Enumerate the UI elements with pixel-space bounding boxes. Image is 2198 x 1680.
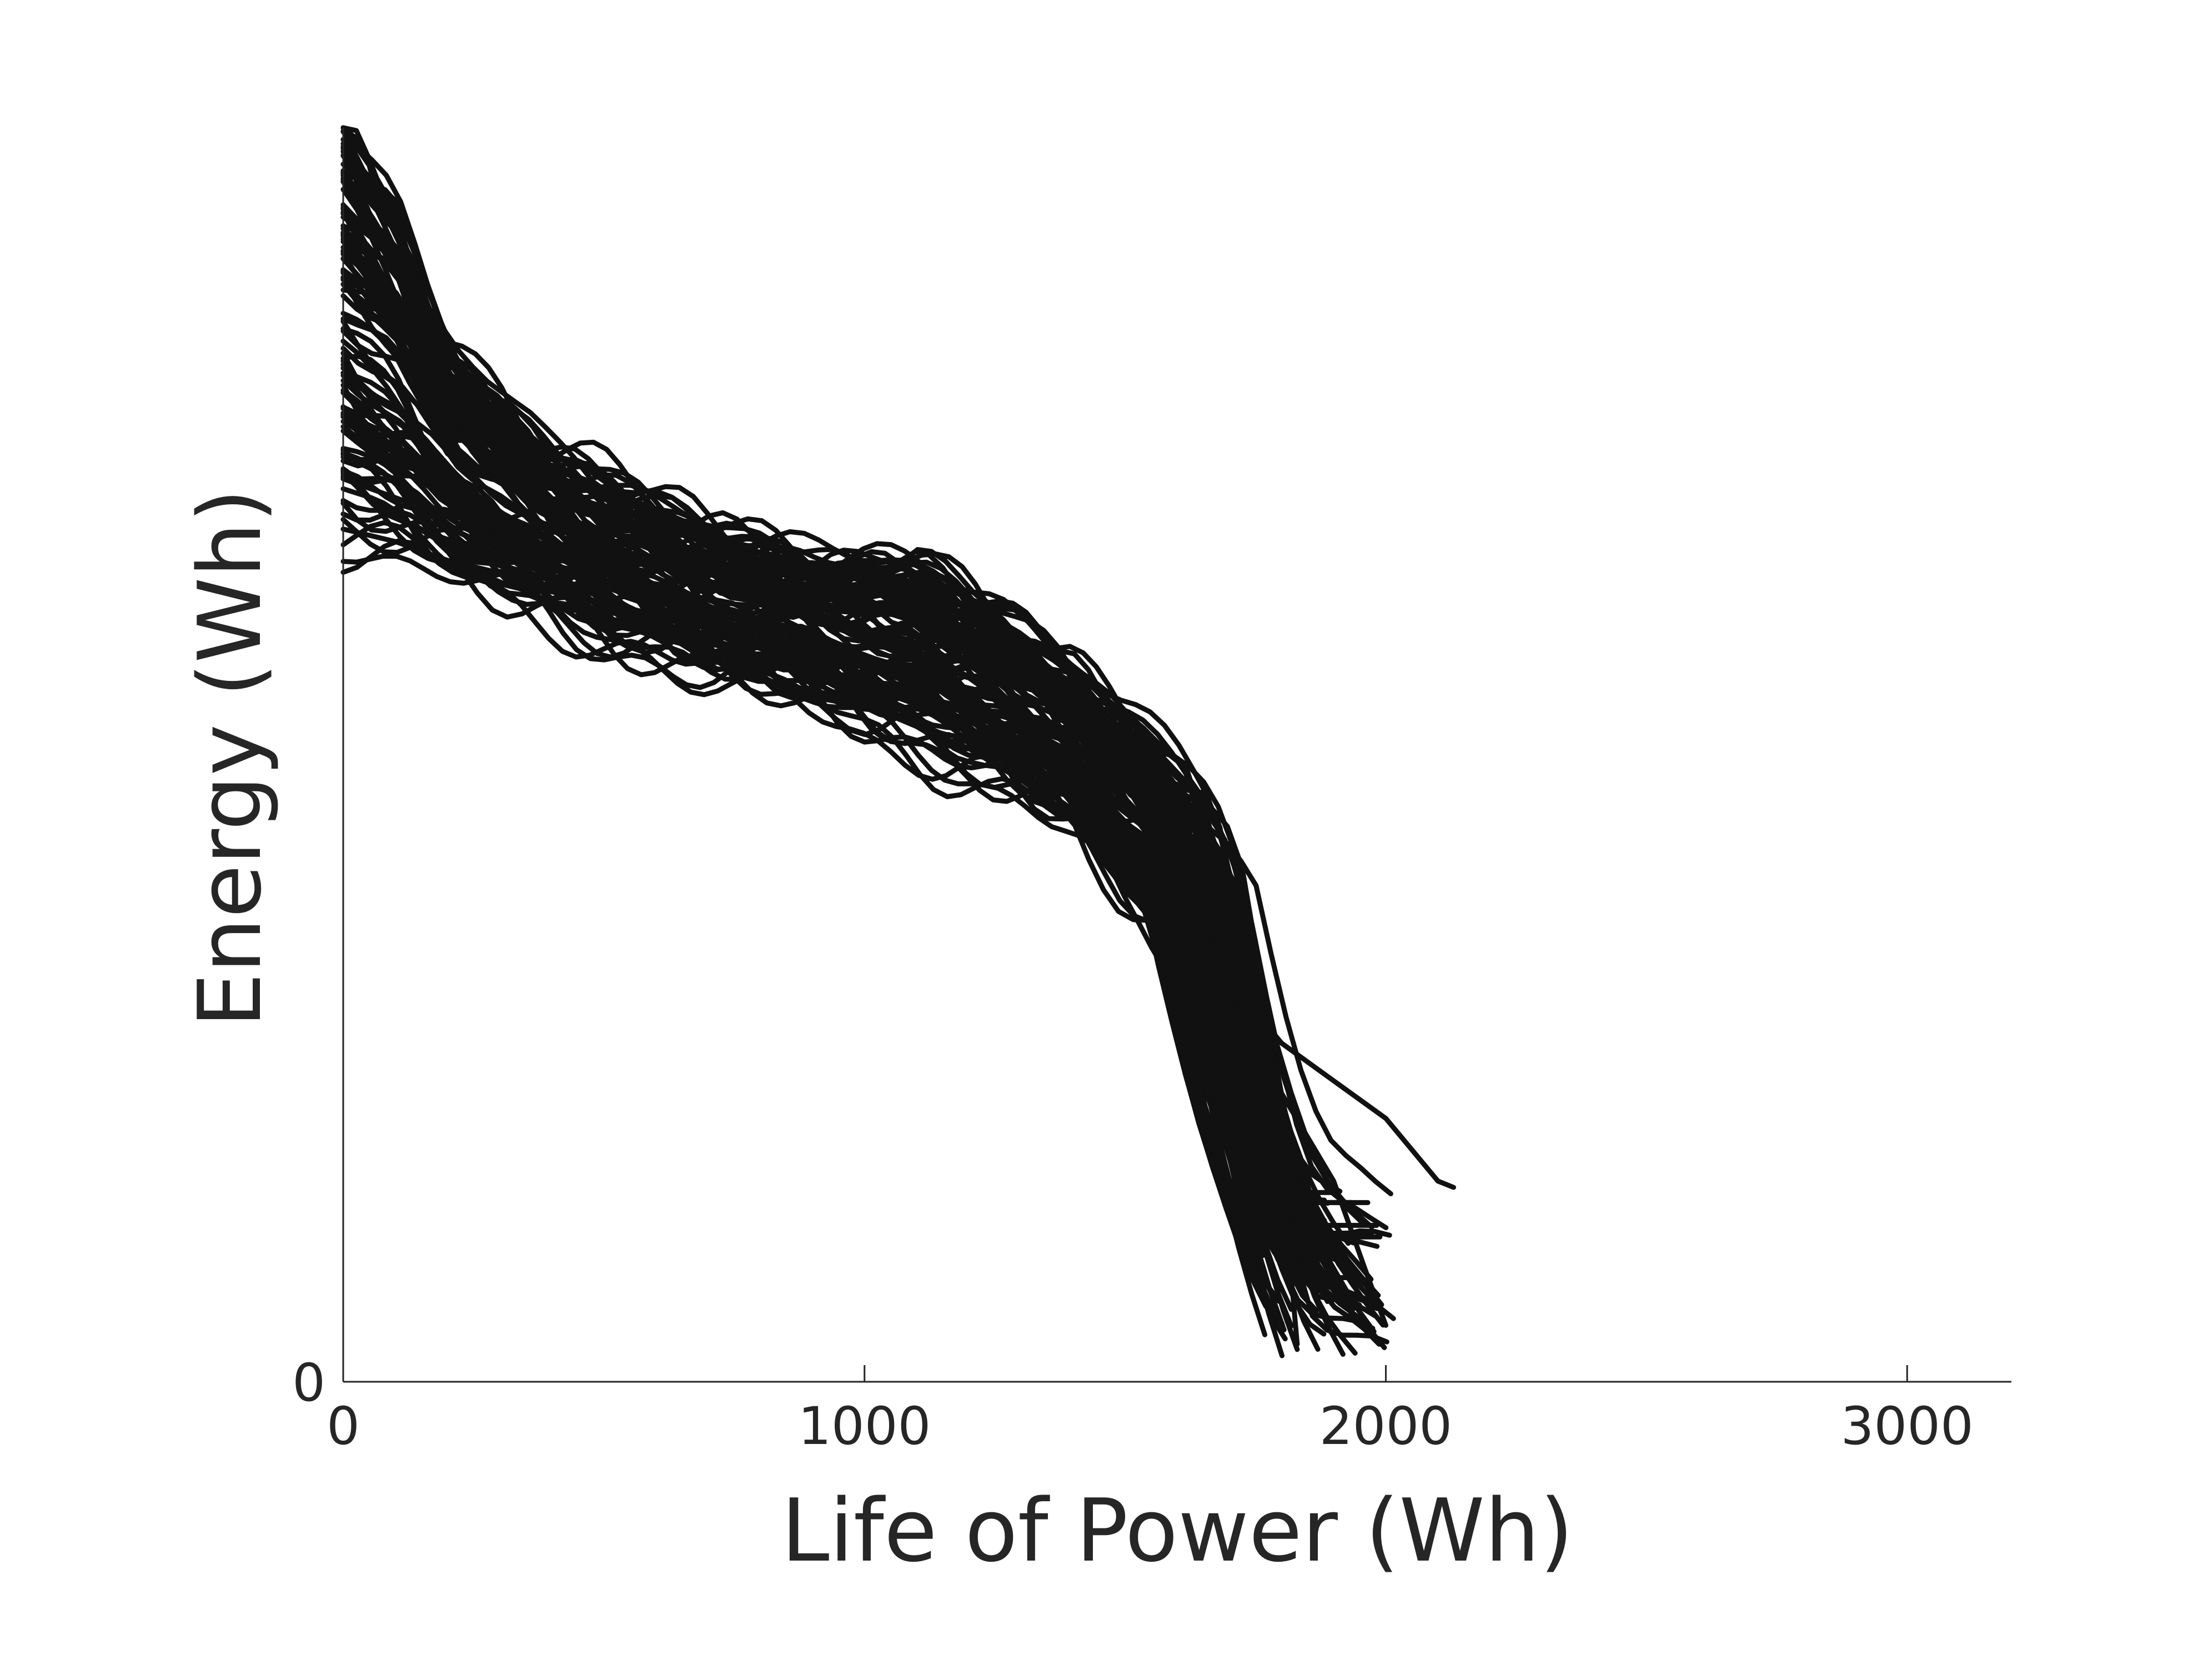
x-axis-title: Life of Power (Wh) [781, 1480, 1574, 1581]
series-line [340, 162, 1271, 1242]
y-tick-label: 0 [292, 1353, 325, 1413]
series-line [340, 319, 1286, 1193]
y-axis-title: Energy (Wh) [179, 489, 280, 1028]
series-line [340, 470, 1334, 1285]
series-line [340, 520, 1305, 1275]
x-tick-label: 0 [327, 1396, 360, 1457]
series-lines [340, 125, 1456, 1358]
x-tick-label: 1000 [798, 1396, 931, 1457]
series-line [340, 230, 1361, 1325]
series-line [340, 125, 1300, 1347]
x-tick-label: 3000 [1841, 1396, 1974, 1457]
series-line [340, 204, 1294, 1329]
series-line [340, 476, 1388, 1328]
series-line [340, 486, 1288, 1342]
series-line [340, 326, 1319, 1313]
series-line [340, 370, 1321, 1217]
series-line [340, 187, 1307, 1278]
x-tick-label: 2000 [1319, 1396, 1452, 1457]
axis-ticks: 0 1000 2000 3000 0 [292, 1353, 1974, 1457]
series-line [340, 170, 1330, 1304]
series-line [340, 526, 1456, 1190]
